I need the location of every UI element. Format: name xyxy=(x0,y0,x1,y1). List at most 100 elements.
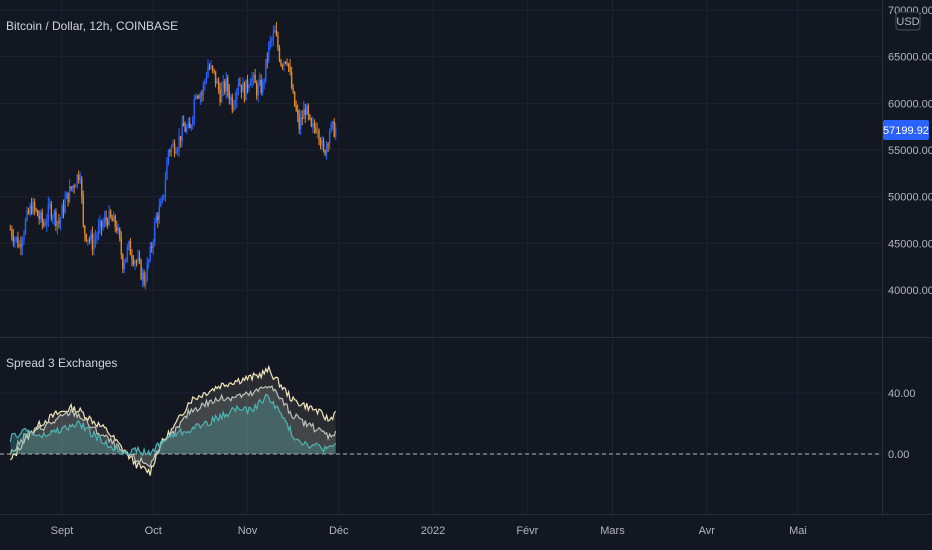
candle-body xyxy=(161,197,164,202)
candle-body xyxy=(71,185,74,189)
candle-body xyxy=(246,79,249,89)
candle-body xyxy=(224,81,226,92)
candle-body xyxy=(260,80,262,93)
candle-body xyxy=(58,221,60,224)
candle-body xyxy=(227,77,229,91)
candle-body xyxy=(12,236,15,242)
candle-body xyxy=(257,84,259,96)
candle-body xyxy=(29,205,31,214)
candle-body xyxy=(65,192,68,199)
candle-body xyxy=(328,131,331,145)
candle-body xyxy=(281,65,284,67)
candle-body xyxy=(111,217,113,222)
candle-body xyxy=(87,239,89,242)
candle-body xyxy=(132,259,135,264)
price-candles[interactable] xyxy=(9,21,337,290)
spread-series-line xyxy=(9,364,337,476)
candle-body xyxy=(67,192,69,203)
candle-body xyxy=(236,90,238,101)
indicator-title: Spread 3 Exchanges xyxy=(6,356,117,370)
candle-body xyxy=(254,74,256,84)
candle-body xyxy=(46,220,48,225)
candle-body xyxy=(230,97,232,100)
candle-body xyxy=(15,237,18,239)
candle-body xyxy=(14,238,16,242)
candle-body xyxy=(146,262,148,280)
candle-body xyxy=(158,206,161,220)
candle-body xyxy=(128,241,130,248)
candle-body xyxy=(248,85,250,89)
candle-body xyxy=(99,220,101,227)
candle-body xyxy=(284,61,287,64)
candle-body xyxy=(85,234,88,242)
candle-body xyxy=(309,114,311,119)
candle-body xyxy=(35,208,37,211)
candle-body xyxy=(27,210,30,214)
candle-body xyxy=(62,205,65,213)
candle-body xyxy=(33,201,36,209)
candle-body xyxy=(289,66,291,72)
candle-body xyxy=(249,82,252,86)
candle-body xyxy=(181,123,183,141)
candle-body xyxy=(105,217,107,221)
price-tick-label: 55000.00 xyxy=(888,145,932,157)
candle-body xyxy=(222,81,224,89)
candle-body xyxy=(43,222,45,226)
candle-body xyxy=(193,99,195,118)
candle-body xyxy=(195,96,197,100)
spread-indicator-lines[interactable] xyxy=(0,364,882,476)
candle-body xyxy=(102,223,104,228)
candle-body xyxy=(266,59,268,61)
time-axis[interactable]: Sept Oct Nov Déc 2022 Févr Mars Avr Mai xyxy=(51,525,807,537)
candle-body xyxy=(204,80,206,85)
candle-body xyxy=(119,228,121,239)
candle-body xyxy=(178,135,180,150)
candle-body xyxy=(93,240,95,250)
candle-body xyxy=(198,96,200,99)
candle-body xyxy=(55,211,57,227)
spread-series-line xyxy=(9,393,337,458)
time-tick-label: Oct xyxy=(145,525,162,537)
candle-body xyxy=(143,272,145,285)
candle-body xyxy=(234,100,237,105)
candle-body xyxy=(147,259,150,263)
candle-body xyxy=(187,122,189,128)
candle-body xyxy=(322,140,325,151)
candle-body xyxy=(283,61,285,66)
candle-body xyxy=(40,212,42,220)
candle-body xyxy=(316,130,319,133)
candle-body xyxy=(18,244,21,248)
candle-body xyxy=(176,149,179,153)
candle-body xyxy=(166,161,168,180)
last-price-tag-label: 57199.92 xyxy=(883,125,929,137)
candle-body xyxy=(202,84,205,95)
candle-body xyxy=(79,178,81,181)
candle-body xyxy=(274,30,276,33)
candle-body xyxy=(134,261,136,264)
candle-body xyxy=(280,60,282,66)
candle-body xyxy=(303,109,305,120)
indicator-axis[interactable]: 0.00 40.00 xyxy=(888,388,916,461)
last-price-tag-bg xyxy=(883,120,929,140)
candle-body xyxy=(252,74,255,78)
candle-body xyxy=(325,143,328,155)
candle-body xyxy=(228,90,230,100)
candle-body xyxy=(304,109,307,115)
candle-body xyxy=(306,105,308,115)
candle-body xyxy=(216,80,218,84)
currency-badge[interactable]: USD xyxy=(895,11,921,31)
time-tick-label: Mai xyxy=(789,525,807,537)
time-tick-label: Déc xyxy=(329,525,349,537)
candle-body xyxy=(144,279,147,285)
candle-body xyxy=(172,143,174,147)
candle-body xyxy=(82,195,84,226)
time-tick-label: Sept xyxy=(51,525,74,537)
candle-body xyxy=(196,96,199,98)
candle-body xyxy=(211,65,214,70)
candle-body xyxy=(319,139,322,146)
candle-body xyxy=(263,80,265,82)
candle-body xyxy=(272,32,275,40)
spread-series-line xyxy=(9,384,337,468)
price-tick-label: 40000.00 xyxy=(888,285,932,297)
